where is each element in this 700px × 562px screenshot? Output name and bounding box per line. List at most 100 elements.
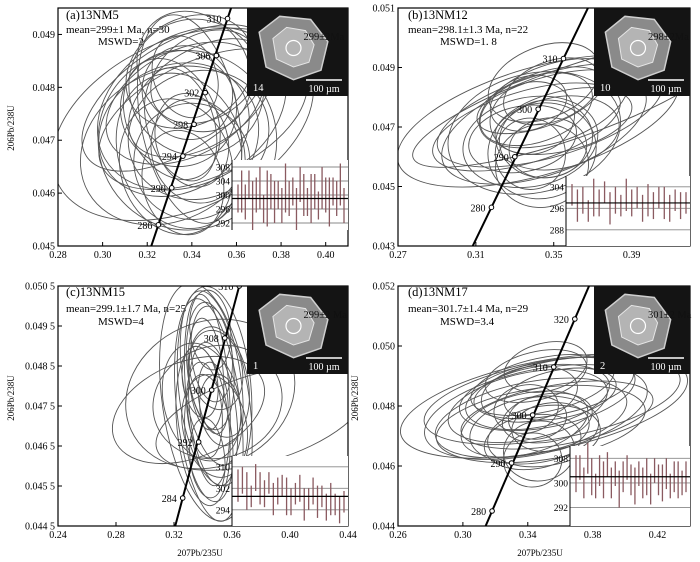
y-tick-label: 0.047 — [373, 123, 396, 134]
x-tick-label: 0.38 — [272, 250, 290, 261]
y-tick-label: 0.048 — [33, 83, 56, 94]
concordia-age-label: 300 — [512, 411, 527, 422]
concordia-age-marker — [489, 508, 495, 514]
error-ellipse — [489, 81, 576, 155]
inset-tick-label: 300 — [554, 479, 569, 489]
y-tick-label: 0.050 — [373, 342, 396, 353]
error-ellipse — [161, 342, 242, 462]
y-tick-label: 0.048 — [373, 402, 396, 413]
error-ellipse — [197, 361, 229, 435]
error-ellipse — [189, 289, 232, 371]
concordia-age-label: 284 — [162, 494, 177, 505]
x-tick-label: 0.40 — [281, 530, 299, 541]
x-tick-label: 0.34 — [183, 250, 201, 261]
y-tick-label: 0.048 5 — [25, 362, 55, 373]
analysis-spot-b — [629, 39, 647, 57]
error-ellipse — [188, 341, 239, 487]
concordia-age-label: 302 — [184, 89, 199, 100]
error-ellipse — [508, 396, 568, 440]
scale-bar-label-d: 100 µm — [650, 362, 681, 373]
analysis-spot-c — [285, 317, 302, 335]
panel-d: (d)13NM17 mean=301.7±1.4 Ma, n=29 MSWD=3… — [408, 285, 529, 328]
panel-d-title: (d)13NM17 — [408, 285, 468, 299]
zircon-zoning-c — [272, 304, 315, 346]
error-ellipse — [508, 117, 588, 179]
inset-tick-label: 294 — [216, 506, 231, 516]
x-tick-label: 0.32 — [138, 250, 156, 261]
panel-a: (a)13NM5 mean=299±1 Ma, n=30 MSWD=2 — [66, 8, 170, 48]
error-ellipse — [447, 369, 608, 443]
concordia-age-label: 298 — [173, 120, 188, 131]
scale-bar-label-b: 100 µm — [650, 84, 681, 95]
error-ellipse — [151, 35, 219, 119]
plot-c: 284 292 300 308 316 0.24 0.28 0.32 0.36 0.40 0.44 0… — [25, 282, 357, 542]
x-tick-label: 0.44 — [339, 530, 357, 541]
concordia-age-marker — [529, 412, 536, 418]
ylabel-top: 206Pb/238U — [6, 105, 16, 151]
ylabel-bottom-left: 206Pb/238U — [6, 375, 16, 421]
error-ellipse — [503, 341, 588, 393]
concordia-curve — [150, 8, 233, 246]
scale-bar-label-a: 100 µm — [308, 84, 339, 95]
panel-c: (c)13NM15 mean=299.1±1.7 Ma, n=25 MSWD=4 — [66, 285, 187, 328]
y-tick-label: 0.046 — [373, 462, 396, 473]
error-ellipse — [468, 104, 577, 174]
inset-tick-label: 292 — [216, 220, 231, 230]
x-tick-label: 0.28 — [107, 530, 125, 541]
panel-d-stats-line1: mean=301.7±1.4 Ma, n=29 — [408, 303, 529, 315]
concordia-age-label: 310 — [207, 15, 222, 26]
concordia-age-marker — [180, 153, 186, 159]
x-tick-label: 0.28 — [49, 250, 67, 261]
inset-tick-label: 300 — [216, 192, 231, 202]
error-ellipse — [111, 355, 266, 465]
data-layer-c: 284 292 300 308 316 — [111, 282, 348, 526]
inset-tick-label: 288 — [550, 226, 565, 236]
panel-b-title: (b)13NM12 — [408, 8, 468, 22]
error-ellipse — [462, 95, 599, 189]
concordia-age-marker — [168, 185, 175, 191]
x-tick-label: 0.27 — [389, 250, 407, 261]
inset-tick-label: 304 — [550, 183, 565, 193]
error-ellipse — [186, 361, 223, 459]
ylabel-bottom-right: 206Pb/238U — [350, 375, 360, 421]
error-ellipse — [511, 402, 590, 452]
error-ellipse — [423, 355, 681, 445]
analysis-spot-d — [629, 317, 647, 335]
concordia-age-label: 316 — [218, 282, 233, 293]
spot-age-label-d: 301±2 Ma — [648, 310, 692, 321]
concordia-age-marker — [550, 364, 557, 370]
panel-d-stats-line2: MSWD=3.4 — [440, 316, 495, 328]
concordia-age-label: 300 — [191, 386, 206, 397]
concordia-age-label: 310 — [533, 363, 548, 374]
error-ellipse — [187, 317, 225, 431]
concordia-age-label: 286 — [137, 221, 152, 232]
x-tick-label: 0.38 — [584, 530, 602, 541]
error-ellipse — [458, 356, 636, 432]
concordia-age-marker — [208, 387, 215, 393]
xlabel-right: 207Pb/235U — [517, 548, 563, 558]
panel-b-stats-line1: mean=298.1±1.3 Ma, n=22 — [408, 24, 528, 36]
concordia-age-label: 290 — [151, 184, 166, 195]
y-tick-label: 0.050 5 — [25, 282, 55, 293]
plot-b: 280 290 300 310 0.27 0.31 0.35 0.39 0.043 0.045 0.… — [373, 4, 691, 261]
y-tick-label: 0.044 — [373, 522, 396, 533]
error-ellipse — [118, 98, 234, 235]
inset-tick-label: 304 — [216, 178, 231, 188]
panel-a-stats-line2: MSWD=2 — [98, 36, 144, 48]
concordia-age-label: 310 — [542, 55, 557, 66]
concordia-age-marker — [560, 55, 567, 62]
concordia-age-label: 280 — [470, 203, 485, 214]
zircon-zoning-b — [617, 26, 659, 68]
y-tick-label: 0.049 5 — [25, 322, 55, 333]
spot-number-b: 10 — [600, 83, 611, 94]
inset-tick-label: 292 — [554, 504, 569, 514]
y-tick-label: 0.047 5 — [25, 402, 55, 413]
error-ellipse — [489, 74, 567, 132]
x-tick-label: 0.30 — [454, 530, 472, 541]
concordia-curve — [471, 8, 590, 246]
y-tick-label: 0.052 — [373, 282, 396, 293]
panel-c-stats-line2: MSWD=4 — [98, 316, 144, 328]
x-tick-label: 0.39 — [623, 250, 641, 261]
y-tick-label: 0.051 — [373, 4, 396, 15]
